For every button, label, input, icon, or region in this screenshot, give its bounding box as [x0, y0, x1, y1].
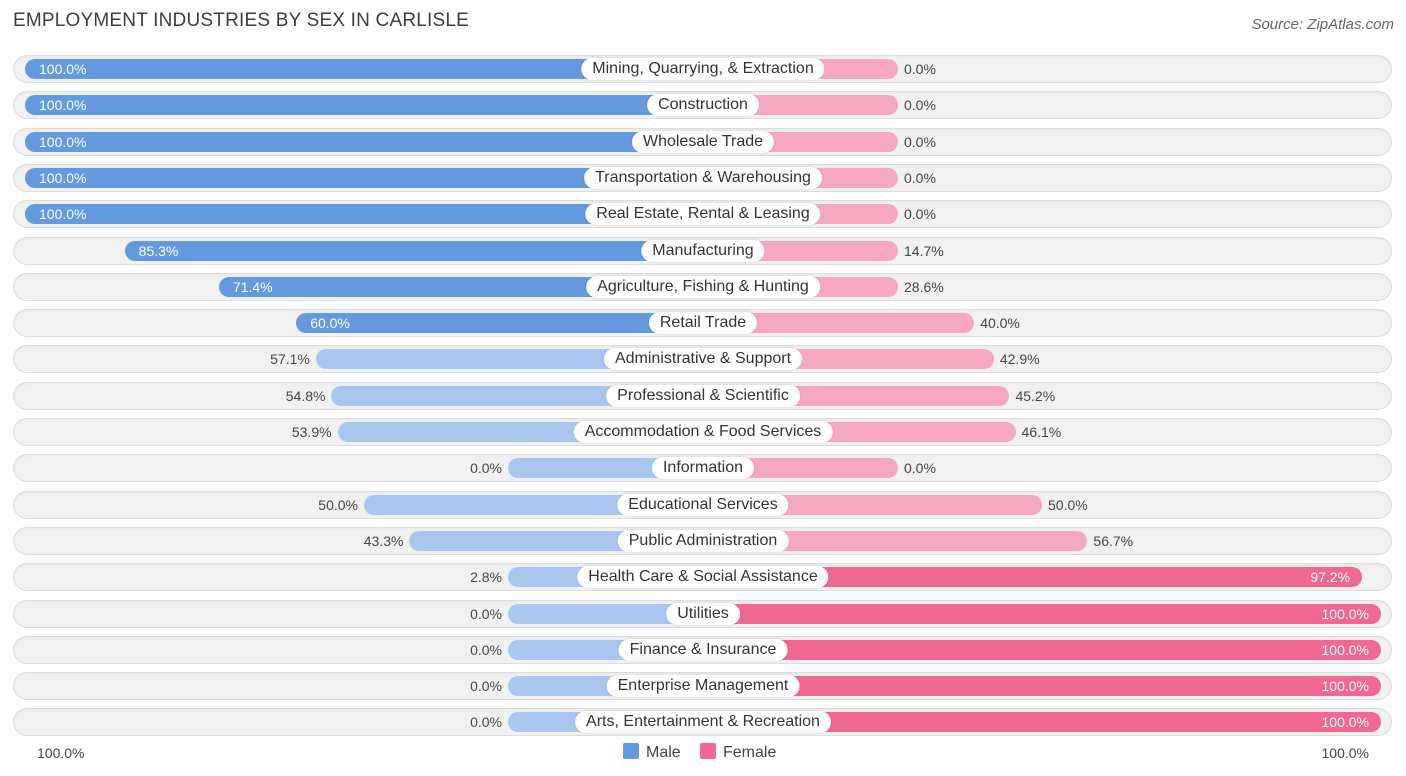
male-value-label: 54.8%: [285, 387, 326, 404]
male-bar[interactable]: [25, 204, 703, 225]
male-value-label: 60.0%: [310, 315, 350, 332]
female-value-label: 97.2%: [1310, 569, 1351, 586]
female-value-label: 50.0%: [1048, 496, 1088, 513]
axis-label-right: 100.0%: [1321, 745, 1369, 761]
category-label: Real Estate, Rental & Leasing: [585, 203, 821, 226]
male-value-label: 100.0%: [39, 169, 87, 186]
female-value-label: 0.0%: [904, 206, 936, 223]
female-bar[interactable]: [703, 712, 1381, 733]
male-bar[interactable]: [218, 276, 703, 297]
male-value-label: 2.8%: [470, 569, 502, 586]
chart-title: EMPLOYMENT INDUSTRIES BY SEX IN CARLISLE: [13, 10, 470, 31]
female-value-label: 46.1%: [1021, 424, 1062, 440]
male-value-label: 100.0%: [39, 133, 87, 150]
female-bar[interactable]: [703, 313, 975, 334]
female-value-label: 28.6%: [904, 278, 944, 295]
legend: Male Female: [0, 743, 1406, 763]
female-value-label: 0.0%: [904, 97, 936, 114]
female-value-label: 0.0%: [904, 169, 936, 186]
male-value-label: 85.3%: [138, 242, 179, 259]
male-bar[interactable]: [25, 131, 703, 152]
female-value-label: 100.0%: [1321, 605, 1369, 622]
category-label: Transportation & Warehousing: [584, 166, 822, 189]
category-label: Agriculture, Fishing & Hunting: [586, 275, 820, 298]
male-bar[interactable]: [508, 603, 703, 624]
legend-label-female: Female: [723, 744, 777, 761]
female-bar[interactable]: [703, 639, 1381, 660]
category-label: Public Administration: [617, 529, 789, 552]
female-value-label: 56.7%: [1093, 532, 1134, 549]
male-swatch-icon: [623, 743, 639, 759]
male-value-label: 0.0%: [470, 714, 502, 731]
category-label: Manufacturing: [641, 239, 765, 262]
female-value-label: 100.0%: [1321, 714, 1369, 731]
female-value-label: 14.7%: [904, 242, 944, 259]
female-bar[interactable]: [703, 603, 1381, 624]
male-value-label: 50.0%: [318, 496, 358, 513]
category-label: Utilities: [666, 602, 740, 625]
male-value-label: 57.1%: [270, 351, 310, 368]
female-value-label: 0.0%: [904, 61, 936, 77]
legend-item-female[interactable]: Female: [700, 743, 776, 763]
male-bar[interactable]: [25, 59, 703, 79]
category-label: Construction: [647, 94, 759, 117]
category-label: Arts, Entertainment & Recreation: [575, 711, 831, 734]
category-label: Mining, Quarrying, & Extraction: [581, 58, 825, 80]
male-value-label: 43.3%: [363, 532, 404, 549]
male-value-label: 0.0%: [470, 678, 502, 695]
male-value-label: 100.0%: [39, 97, 87, 114]
male-bar[interactable]: [25, 167, 703, 188]
category-label: Accommodation & Food Services: [573, 421, 833, 443]
legend-label-male: Male: [646, 744, 681, 761]
male-value-label: 100.0%: [39, 206, 87, 223]
female-bar[interactable]: [703, 567, 1363, 588]
female-bar[interactable]: [703, 676, 1381, 697]
male-value-label: 53.9%: [291, 424, 332, 440]
source-credit: Source: ZipAtlas.com: [1251, 16, 1394, 33]
female-value-label: 42.9%: [999, 351, 1040, 368]
male-value-label: 100.0%: [39, 61, 87, 77]
male-bar[interactable]: [124, 240, 703, 261]
category-label: Retail Trade: [648, 312, 758, 335]
male-value-label: 0.0%: [470, 641, 502, 658]
female-value-label: 100.0%: [1321, 641, 1369, 658]
female-value-label: 100.0%: [1321, 678, 1369, 695]
category-label: Finance & Insurance: [618, 638, 788, 661]
category-label: Enterprise Management: [606, 675, 800, 698]
category-label: Educational Services: [617, 493, 789, 516]
legend-item-male[interactable]: Male: [623, 743, 681, 763]
female-value-label: 45.2%: [1015, 387, 1056, 404]
category-label: Information: [651, 457, 755, 480]
female-value-label: 40.0%: [980, 315, 1020, 332]
male-value-label: 71.4%: [232, 278, 273, 295]
category-label: Health Care & Social Assistance: [577, 566, 829, 589]
female-bar[interactable]: [703, 494, 1042, 515]
category-label: Professional & Scientific: [606, 384, 800, 407]
male-value-label: 0.0%: [470, 460, 502, 477]
axis-label-left: 100.0%: [37, 745, 85, 761]
category-label: Administrative & Support: [603, 348, 803, 371]
male-value-label: 0.0%: [470, 605, 502, 622]
female-value-label: 0.0%: [904, 133, 936, 150]
male-bar[interactable]: [25, 95, 703, 116]
category-label: Wholesale Trade: [631, 130, 775, 153]
female-swatch-icon: [700, 743, 716, 759]
female-value-label: 0.0%: [904, 460, 936, 477]
male-bar[interactable]: [296, 313, 703, 334]
female-bar[interactable]: [703, 530, 1088, 551]
